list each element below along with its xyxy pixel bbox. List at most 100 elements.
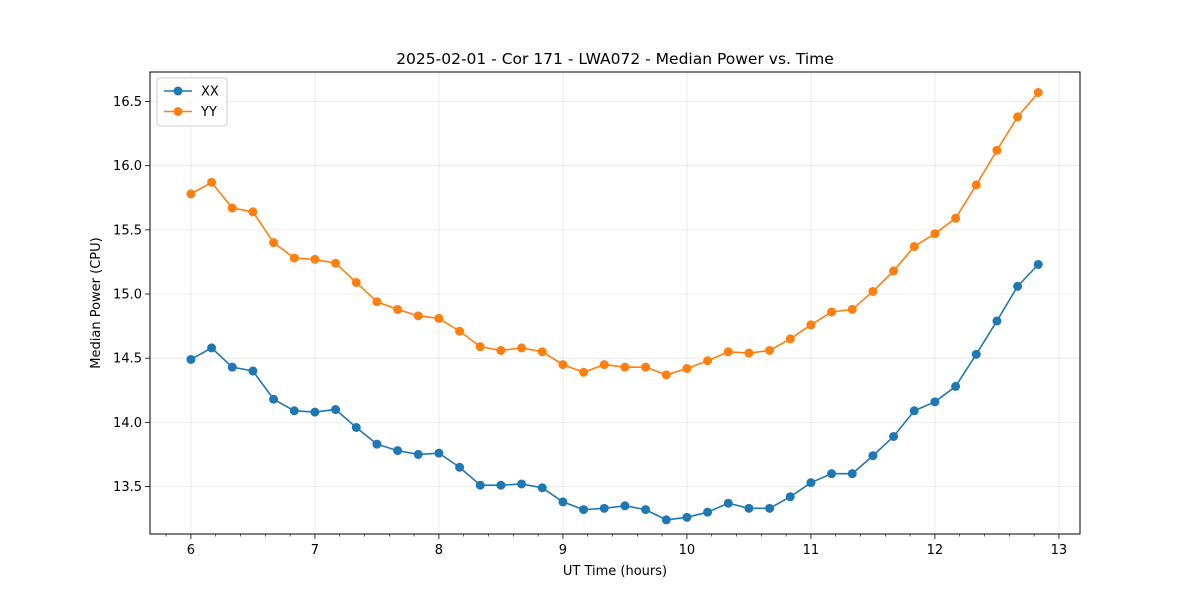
y-tick-label: 16.0 bbox=[113, 159, 142, 174]
series-yy bbox=[186, 88, 1043, 380]
data-point-yy bbox=[207, 177, 217, 187]
data-point-xx bbox=[413, 449, 423, 459]
data-point-yy bbox=[310, 254, 320, 264]
data-point-yy bbox=[930, 229, 940, 239]
legend: XX YY bbox=[156, 77, 228, 127]
data-point-xx bbox=[765, 503, 775, 513]
data-point-xx bbox=[351, 422, 361, 432]
data-point-xx bbox=[785, 492, 795, 502]
data-point-xx bbox=[455, 462, 465, 472]
legend-label-xx: XX bbox=[201, 85, 219, 100]
data-point-yy bbox=[827, 307, 837, 317]
data-point-xx bbox=[269, 394, 279, 404]
y-tick-label: 14.0 bbox=[113, 416, 142, 431]
data-point-yy bbox=[434, 313, 444, 323]
data-point-xx bbox=[393, 446, 403, 456]
data-point-xx bbox=[827, 469, 837, 479]
data-point-xx bbox=[186, 354, 196, 364]
y-tick-label: 13.5 bbox=[113, 480, 142, 495]
data-point-yy bbox=[682, 363, 692, 373]
x-tick-label: 13 bbox=[1051, 543, 1068, 558]
x-tick-label: 6 bbox=[187, 543, 195, 558]
data-point-yy bbox=[1013, 112, 1023, 122]
data-point-yy bbox=[723, 347, 733, 357]
data-point-yy bbox=[641, 362, 651, 372]
data-point-yy bbox=[868, 286, 878, 296]
x-tick-label: 9 bbox=[559, 543, 567, 558]
data-point-xx bbox=[1033, 260, 1043, 269]
legend-marker-xx bbox=[173, 86, 183, 96]
data-point-yy bbox=[186, 189, 196, 199]
data-point-yy bbox=[620, 362, 630, 372]
data-point-xx bbox=[1013, 281, 1023, 291]
data-point-xx bbox=[951, 381, 961, 391]
data-point-yy bbox=[847, 304, 857, 314]
data-point-yy bbox=[537, 347, 547, 357]
data-point-yy bbox=[455, 326, 465, 336]
legend-label-yy: YY bbox=[200, 105, 217, 120]
data-point-yy bbox=[579, 367, 589, 377]
series-xx bbox=[186, 260, 1043, 525]
data-point-xx bbox=[971, 349, 981, 359]
data-point-xx bbox=[599, 503, 609, 513]
data-point-xx bbox=[227, 362, 237, 372]
data-point-yy bbox=[951, 213, 961, 223]
data-point-xx bbox=[661, 515, 671, 525]
data-point-yy bbox=[599, 360, 609, 370]
data-point-yy bbox=[289, 253, 299, 263]
data-point-xx bbox=[703, 507, 713, 517]
data-point-yy bbox=[351, 277, 361, 287]
x-axis-title: UT Time (hours) bbox=[563, 564, 667, 579]
data-point-xx bbox=[537, 483, 547, 493]
data-point-yy bbox=[992, 145, 1002, 155]
data-point-yy bbox=[496, 345, 506, 355]
data-point-xx bbox=[207, 343, 217, 353]
data-point-xx bbox=[372, 439, 382, 449]
data-point-yy bbox=[971, 180, 981, 190]
data-point-xx bbox=[723, 498, 733, 508]
data-point-xx bbox=[930, 397, 940, 407]
data-point-yy bbox=[475, 342, 485, 352]
data-point-xx bbox=[744, 503, 754, 513]
data-point-yy bbox=[331, 258, 341, 268]
data-point-xx bbox=[289, 406, 299, 416]
data-point-xx bbox=[889, 431, 899, 441]
y-axis-title: Median Power (CPU) bbox=[89, 237, 104, 368]
data-point-yy bbox=[372, 297, 382, 307]
data-point-yy bbox=[227, 203, 237, 213]
x-tick-label: 11 bbox=[803, 543, 820, 558]
y-tick-label: 16.5 bbox=[113, 95, 142, 110]
data-point-xx bbox=[475, 480, 485, 490]
data-point-xx bbox=[579, 505, 589, 515]
data-point-xx bbox=[517, 479, 527, 489]
data-point-yy bbox=[269, 238, 279, 248]
axes: 6 7 8 9 10 11 12 13 13.5 14.0 14.5 15.0 15.5 16.0 16.5 bbox=[113, 95, 1067, 558]
data-point-yy bbox=[248, 207, 258, 217]
legend-marker-yy bbox=[173, 107, 183, 116]
data-point-xx bbox=[682, 512, 692, 522]
data-point-yy bbox=[785, 334, 795, 344]
x-tick-label: 12 bbox=[927, 543, 944, 558]
data-point-yy bbox=[1033, 88, 1043, 98]
data-point-xx bbox=[496, 480, 506, 490]
x-tick-label: 8 bbox=[435, 543, 443, 558]
y-tick-label: 14.5 bbox=[113, 352, 142, 367]
data-point-xx bbox=[909, 406, 919, 416]
data-point-xx bbox=[847, 469, 857, 479]
data-point-xx bbox=[434, 448, 444, 458]
y-tick-label: 15.5 bbox=[113, 223, 142, 238]
data-point-xx bbox=[641, 505, 651, 515]
grid bbox=[150, 72, 1080, 534]
data-point-yy bbox=[703, 356, 713, 366]
x-tick-label: 7 bbox=[311, 543, 319, 558]
data-point-yy bbox=[889, 266, 899, 276]
data-point-yy bbox=[765, 345, 775, 355]
data-point-xx bbox=[620, 501, 630, 511]
series-layer bbox=[186, 88, 1043, 525]
data-point-yy bbox=[909, 242, 919, 252]
data-point-yy bbox=[393, 304, 403, 314]
data-point-xx bbox=[248, 366, 258, 376]
chart-title: 2025-02-01 - Cor 171 - LWA072 - Median P… bbox=[396, 50, 834, 68]
data-point-xx bbox=[992, 316, 1002, 326]
